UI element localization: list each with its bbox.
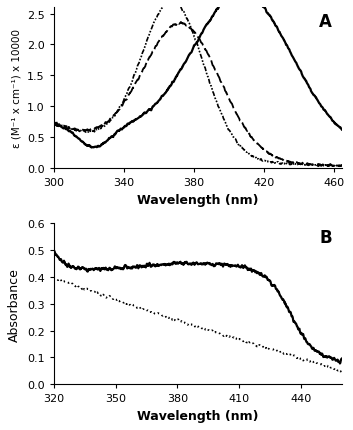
Text: B: B	[319, 229, 332, 247]
Y-axis label: Absorbance: Absorbance	[8, 267, 21, 341]
X-axis label: Wavelength (nm): Wavelength (nm)	[137, 193, 259, 206]
Text: A: A	[319, 13, 332, 31]
Y-axis label: ε (M⁻¹ x cm⁻¹) x 10000: ε (M⁻¹ x cm⁻¹) x 10000	[11, 29, 21, 148]
X-axis label: Wavelength (nm): Wavelength (nm)	[137, 409, 259, 422]
